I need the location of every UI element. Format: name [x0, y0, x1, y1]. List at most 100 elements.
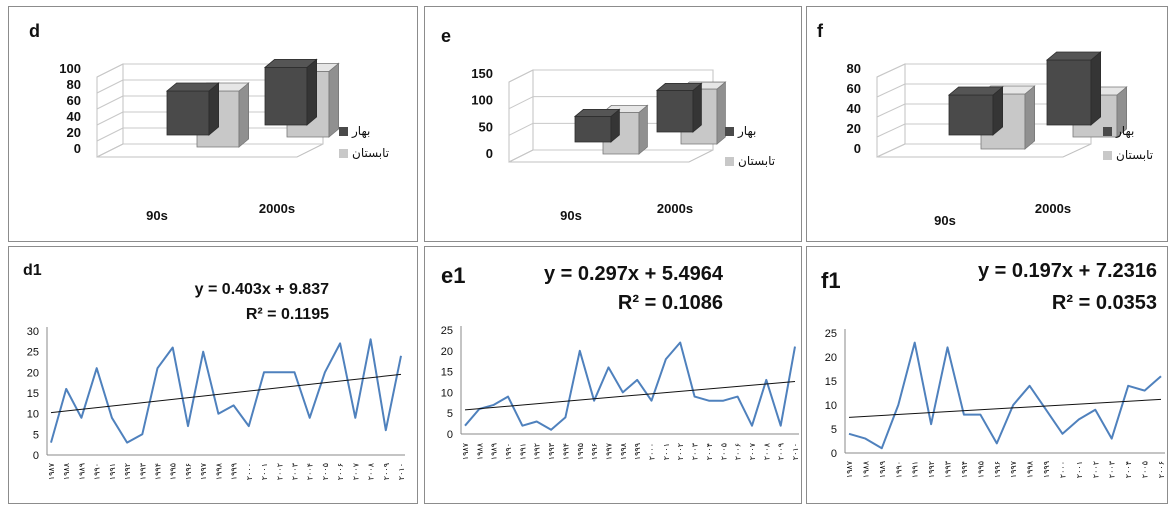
panel-f-legend-spring: بهار — [1115, 124, 1134, 139]
panel-d1-x-tick: ۲۰۰۸ — [367, 462, 376, 480]
panel-d1-series-line — [50, 338, 402, 444]
panel-f-gridline-side — [876, 83, 906, 98]
panel-f1-x-tick: ۱۹۹۵ — [976, 461, 985, 478]
panel-f1-series-line — [848, 341, 1162, 450]
bar-chart-f: f 80 60 40 20 0 90s 2000s بهار تابستان — [817, 21, 1153, 228]
panel-f-y-tick: 40 — [847, 101, 861, 116]
panel-e1-x-tick: ۱۹۹۲ — [533, 443, 542, 460]
panel-f1-x-tick: ۱۹۹۳ — [944, 460, 953, 478]
panel-f1-x-tick: ۲۰۰۵ — [1141, 461, 1150, 478]
panel-d1-y-tick: 25 — [27, 347, 39, 359]
panel-f-category-label: 90s — [934, 213, 956, 228]
panel-f-legend-summer: تابستان — [1116, 148, 1153, 162]
panel-e1-y-tick: 10 — [441, 387, 453, 399]
panel-d-gridline-side — [96, 79, 124, 94]
bar-spring-90s — [948, 94, 994, 136]
panel-f1-x-tick: ۱۹۹۶ — [993, 461, 1002, 478]
bar-spring-2000s — [656, 90, 694, 133]
bar-spring-2000s — [264, 67, 308, 126]
panel-d-gridline-side — [96, 95, 124, 110]
panel-e-legend-spring: بهار — [737, 124, 756, 139]
bar-spring-2000s — [1046, 59, 1092, 126]
panel-e-y-tick: 150 — [471, 66, 493, 81]
panel-d-gridline-side — [96, 143, 124, 158]
bar-side — [1090, 51, 1102, 126]
bar-top — [573, 109, 621, 117]
panel-e: e 150 100 50 0 90s 2000s بهار تابستان — [424, 6, 802, 242]
panel-d1-y-tick: 0 — [33, 450, 39, 462]
panel-d1-y-tick: 15 — [27, 388, 39, 400]
panel-e1-x-tick: ۱۹۹۸ — [619, 442, 628, 460]
panel-e1-x-tick: ۱۹۹۷ — [604, 442, 613, 460]
panel-f1-x-tick: ۱۹۸۸ — [861, 460, 870, 478]
panel-e1: e1 y = 0.297x + 5.4964 R² = 0.1086 25 20 15 10… — [424, 246, 802, 504]
panel-d-legend-spring: بهار — [351, 124, 370, 139]
panel-f-y-tick: 20 — [847, 121, 861, 136]
panel-d1-x-tick: ۲۰۰۶ — [336, 463, 345, 480]
panel-f1-x-tick: ۲۰۰۳ — [1108, 460, 1117, 478]
panel-f1-x-tick: ۱۹۹۹ — [1042, 461, 1051, 478]
panel-d-category-label: 2000s — [259, 201, 295, 216]
panel-f-gridline-side — [876, 103, 906, 118]
panel-e1-x-tick: ۱۹۹۶ — [590, 443, 599, 460]
panel-f-gridline-side — [876, 123, 906, 138]
panel-e-gridline-side — [508, 96, 534, 110]
panel-f1-x-tick: ۲۰۰۱ — [1075, 461, 1084, 478]
panel-f1-y-tick: 10 — [825, 400, 837, 412]
panel-d1-x-tick: ۱۹۹۰ — [93, 463, 102, 480]
bar-side — [238, 82, 250, 148]
panel-f1-x-tick: ۲۰۰۴ — [1124, 461, 1133, 478]
panel-f1-y-tick: 5 — [831, 424, 837, 436]
panel-f-legend-swatch-summer — [1103, 151, 1112, 160]
panel-e1-label: e1 — [441, 263, 465, 288]
panel-d-category-label: 90s — [146, 208, 168, 223]
panel-f-legend-swatch-spring — [1103, 127, 1112, 136]
panel-e-y-tick: 50 — [479, 119, 493, 134]
panel-d1-x-tick: ۱۹۹۹ — [230, 463, 239, 480]
panel-d1-x-tick: ۱۹۸۹ — [77, 463, 86, 480]
bar-spring-90s — [574, 116, 612, 143]
panel-d1-x-tick: ۱۹۸۸ — [62, 462, 71, 480]
panel-f-y-tick: 0 — [854, 141, 861, 156]
panel-d1-x-tick: ۲۰۰۹ — [382, 463, 391, 480]
panel-d-gridline-side — [96, 111, 124, 126]
panel-e-category-label: 2000s — [657, 201, 693, 216]
panel-d1-y-tick: 5 — [33, 429, 39, 441]
panel-e-gridline-side — [508, 149, 534, 163]
panel-d-label: d — [29, 21, 40, 41]
panel-f-y-tick: 60 — [847, 81, 861, 96]
bar-side — [716, 81, 726, 145]
panel-d1-equation: y = 0.403x + 9.837 — [195, 281, 329, 298]
panel-e1-x-tick: ۲۰۰۲ — [676, 443, 685, 460]
panel-f1-y-tick: 15 — [825, 376, 837, 388]
panel-d-legend-swatch-spring — [339, 127, 348, 136]
panel-e-y-tick: 100 — [471, 93, 493, 108]
panel-f-y-tick: 80 — [847, 61, 861, 76]
panel-f1-x-tick: ۱۹۸۹ — [878, 461, 887, 478]
panel-d1-x-tick: ۱۹۸۷ — [47, 462, 56, 480]
panel-e1-trend-line — [464, 380, 796, 411]
panel-f1-x-tick: ۲۰۰۲ — [1091, 461, 1100, 478]
line-chart-f1: f1 y = 0.197x + 7.2316 R² = 0.0353 25 20 15 10… — [821, 260, 1166, 478]
panel-d1-trend-line — [50, 373, 402, 414]
panel-d1-x-tick: ۱۹۹۶ — [184, 463, 193, 480]
bar-spring-90s — [166, 90, 210, 136]
bar-side — [328, 62, 340, 138]
bar-side — [1024, 85, 1036, 150]
panel-e1-x-tick: ۱۹۹۵ — [576, 443, 585, 460]
bar-top — [263, 59, 318, 68]
panel-d1-y-tick: 10 — [27, 409, 39, 421]
panel-e1-x-tick: ۲۰۰۴ — [705, 443, 714, 460]
panel-e1-x-tick: ۱۹۹۹ — [633, 443, 642, 460]
panel-f1-x-tick: ۱۹۹۴ — [960, 461, 969, 478]
panel-e-gridline-side — [508, 69, 534, 83]
panel-d1-x-tick: ۱۹۹۵ — [169, 463, 178, 480]
bar-side — [306, 58, 318, 126]
panel-f1-x-tick: ۱۹۹۸ — [1026, 460, 1035, 478]
panel-d-y-tick: 100 — [59, 61, 81, 76]
panel-f-gridline-side — [876, 143, 906, 158]
panel-e1-x-tick: ۲۰۰۳ — [691, 442, 700, 460]
panel-e1-y-tick: 0 — [447, 429, 453, 441]
panel-f1-x-tick: ۱۹۸۷ — [845, 460, 854, 478]
